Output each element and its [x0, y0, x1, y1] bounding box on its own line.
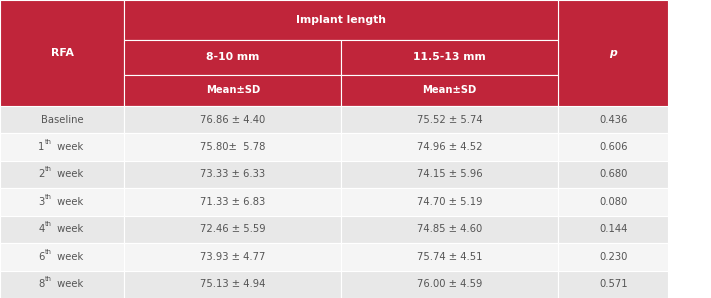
Text: 6: 6 [38, 252, 44, 262]
Text: th: th [44, 276, 51, 282]
Bar [0, 271, 124, 298]
Bar [558, 243, 668, 271]
Bar [0, 106, 124, 133]
Bar [558, 216, 668, 243]
Text: th: th [44, 249, 51, 255]
Text: 4: 4 [38, 224, 44, 234]
Bar [124, 161, 341, 188]
Bar [558, 0, 668, 298]
Text: 0.606: 0.606 [599, 142, 628, 152]
Text: 0.680: 0.680 [599, 170, 627, 179]
Text: 3: 3 [38, 197, 44, 207]
Bar [341, 74, 558, 106]
Text: 71.33 ± 6.83: 71.33 ± 6.83 [201, 197, 265, 207]
Bar [558, 161, 668, 188]
Bar [0, 133, 124, 161]
Text: 75.80±  5.78: 75.80± 5.78 [201, 142, 265, 152]
Text: Implant length: Implant length [296, 15, 386, 25]
Text: 74.96 ± 4.52: 74.96 ± 4.52 [417, 142, 483, 152]
Text: 8-10 mm: 8-10 mm [206, 52, 260, 62]
Bar [124, 40, 341, 74]
Bar [341, 133, 558, 161]
Bar [124, 133, 341, 161]
Text: week: week [54, 279, 84, 289]
Text: 73.93 ± 4.77: 73.93 ± 4.77 [201, 252, 265, 262]
Bar [124, 243, 341, 271]
Bar [0, 0, 124, 298]
Text: 11.5-13 mm: 11.5-13 mm [413, 52, 486, 62]
Bar [124, 74, 341, 106]
Text: 0.080: 0.080 [599, 197, 627, 207]
Bar [558, 271, 668, 298]
Bar [558, 188, 668, 216]
Text: 2: 2 [38, 170, 44, 179]
Bar [558, 106, 668, 133]
Bar [124, 0, 558, 40]
Text: 75.52 ± 5.74: 75.52 ± 5.74 [417, 114, 483, 125]
Text: 76.86 ± 4.40: 76.86 ± 4.40 [201, 114, 265, 125]
Bar [0, 216, 124, 243]
Text: 0.436: 0.436 [599, 114, 627, 125]
Text: th: th [44, 139, 51, 145]
Text: 74.15 ± 5.96: 74.15 ± 5.96 [417, 170, 483, 179]
Text: th: th [44, 194, 51, 200]
Text: 0.571: 0.571 [599, 279, 628, 289]
Text: week: week [54, 170, 84, 179]
Bar [0, 161, 124, 188]
Text: Mean±SD: Mean±SD [422, 85, 477, 95]
Text: 75.74 ± 4.51: 75.74 ± 4.51 [417, 252, 483, 262]
Bar [341, 161, 558, 188]
Bar [341, 243, 558, 271]
Text: week: week [54, 224, 84, 234]
Text: 0.144: 0.144 [599, 224, 627, 234]
Bar [124, 106, 341, 133]
Bar [341, 188, 558, 216]
Text: Mean±SD: Mean±SD [205, 85, 260, 95]
Bar [124, 216, 341, 243]
Text: 76.00 ± 4.59: 76.00 ± 4.59 [417, 279, 482, 289]
Bar [124, 188, 341, 216]
Text: 72.46 ± 5.59: 72.46 ± 5.59 [200, 224, 266, 234]
Text: week: week [54, 197, 84, 207]
Text: 74.70 ± 5.19: 74.70 ± 5.19 [417, 197, 483, 207]
Bar [341, 216, 558, 243]
Text: 74.85 ± 4.60: 74.85 ± 4.60 [417, 224, 482, 234]
Bar [341, 106, 558, 133]
Bar [0, 188, 124, 216]
Text: p: p [609, 48, 617, 58]
Text: 75.13 ± 4.94: 75.13 ± 4.94 [201, 279, 265, 289]
Bar [124, 271, 341, 298]
Text: 8: 8 [38, 279, 44, 289]
Bar [558, 133, 668, 161]
Text: week: week [54, 252, 84, 262]
Text: Baseline: Baseline [41, 114, 83, 125]
Text: 73.33 ± 6.33: 73.33 ± 6.33 [201, 170, 265, 179]
Text: th: th [44, 221, 51, 227]
Text: 0.230: 0.230 [599, 252, 627, 262]
Text: 1: 1 [38, 142, 44, 152]
Bar [341, 40, 558, 74]
Text: RFA: RFA [50, 48, 74, 58]
Bar [341, 271, 558, 298]
Bar [0, 243, 124, 271]
Text: week: week [54, 142, 84, 152]
Text: th: th [44, 167, 51, 173]
